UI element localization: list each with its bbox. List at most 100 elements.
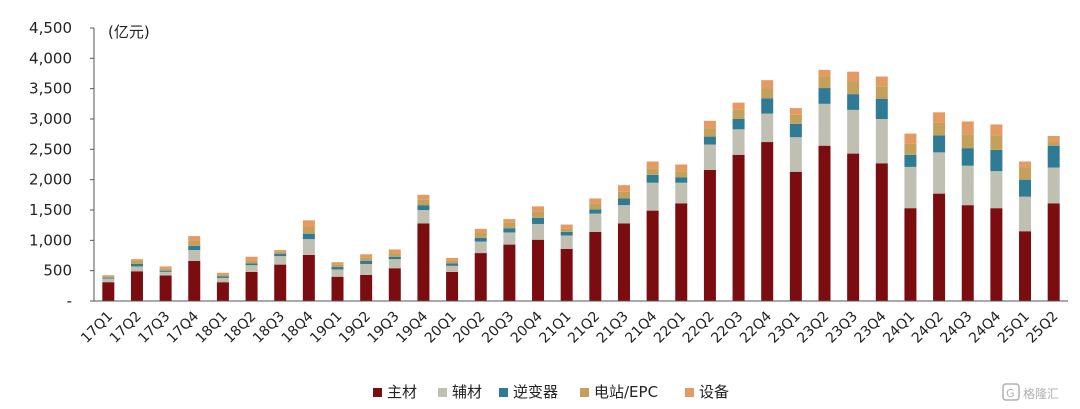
bar-segment-1 <box>646 210 659 301</box>
glh-logo-icon <box>1002 383 1020 401</box>
bar-segment-3 <box>933 135 946 153</box>
bar-segment-3 <box>675 177 688 183</box>
bar-segment-3 <box>589 209 602 214</box>
bar-segment-4 <box>302 226 315 234</box>
bar-segment-5 <box>360 254 373 258</box>
bar-segment-1 <box>216 282 229 301</box>
bar-segment-5 <box>1047 135 1060 142</box>
bar-segment-4 <box>245 260 258 264</box>
bar-segment-5 <box>446 257 459 261</box>
bar-segment-2 <box>761 113 774 143</box>
bar-segment-3 <box>360 260 373 264</box>
bar-segment-5 <box>159 266 172 269</box>
bar-segment-2 <box>532 223 545 240</box>
bar-segment-3 <box>130 263 143 267</box>
y-tick-label: 2,000 <box>29 171 72 189</box>
x-tick-label: 20Q1 <box>422 309 460 347</box>
bar-segment-3 <box>875 98 888 119</box>
x-tick-label: 22Q4 <box>737 308 775 346</box>
bar-segment-2 <box>875 119 888 164</box>
bar-segment-2 <box>331 269 344 277</box>
bar-segment-5 <box>589 198 602 204</box>
y-tick-label: 3,000 <box>29 110 72 128</box>
bar-segment-3 <box>617 198 630 206</box>
x-tick-label: 18Q1 <box>193 309 231 347</box>
bar-segment-4 <box>274 251 287 254</box>
bar-segment-3 <box>388 256 401 260</box>
bar-segment-4 <box>560 228 573 232</box>
legend-swatch <box>685 388 694 397</box>
bar-segment-2 <box>302 239 315 255</box>
legend-label: 电站/EPC <box>594 383 658 401</box>
bar-segment-5 <box>646 161 659 169</box>
bar-segment-3 <box>560 231 573 236</box>
bar-segment-4 <box>761 88 774 99</box>
legend-label: 逆变器 <box>513 383 558 401</box>
bar-segment-2 <box>245 265 258 272</box>
bar-segment-2 <box>990 171 1003 209</box>
bar-segment-1 <box>274 264 287 301</box>
legend-swatch <box>499 388 508 397</box>
x-tick-label: 18Q3 <box>250 309 288 347</box>
bar-segment-1 <box>761 142 774 301</box>
x-tick-label: 17Q2 <box>107 309 145 347</box>
glh-logo-icon-glyph: G <box>1006 387 1015 400</box>
bar-segment-1 <box>961 205 974 301</box>
bar-segment-1 <box>159 275 172 301</box>
bar-segment-5 <box>818 69 831 77</box>
bar-segment-3 <box>732 119 745 130</box>
bar-segment-1 <box>789 171 802 301</box>
bar-segment-5 <box>990 124 1003 136</box>
bar-segment-4 <box>646 168 659 175</box>
bar-segment-4 <box>933 122 946 136</box>
bar-segment-5 <box>130 259 143 261</box>
bar-segment-3 <box>417 205 430 210</box>
bar-segment-4 <box>360 257 373 261</box>
bar-segment-1 <box>130 271 143 301</box>
x-tick-label: 21Q1 <box>537 309 575 347</box>
bar-segment-1 <box>904 208 917 301</box>
bar-segment-5 <box>188 236 201 241</box>
bar-segment-5 <box>503 219 516 223</box>
x-tick-label: 17Q3 <box>135 309 173 347</box>
bar-segment-4 <box>417 199 430 206</box>
bar-segment-1 <box>360 274 373 301</box>
bar-segment-2 <box>360 263 373 275</box>
bar-segment-4 <box>961 134 974 149</box>
bar-segment-5 <box>302 220 315 227</box>
bar-segment-5 <box>933 112 946 123</box>
x-tick-label: 23Q2 <box>794 309 832 347</box>
bar-segment-2 <box>274 256 287 265</box>
bar-segment-2 <box>102 278 115 283</box>
legend-label: 设备 <box>699 383 729 401</box>
bar-segment-3 <box>274 253 287 257</box>
bar-segment-3 <box>331 267 344 270</box>
watermark-text: 格隆汇 <box>1023 386 1059 401</box>
bar-segment-3 <box>761 98 774 114</box>
y-tick-label: 4,000 <box>29 49 72 67</box>
bar-segment-2 <box>646 182 659 211</box>
bar-segment-5 <box>789 108 802 115</box>
bar-segment-1 <box>675 203 688 301</box>
bar-segment-1 <box>990 208 1003 301</box>
bar-segment-5 <box>474 228 487 233</box>
bar-segment-3 <box>904 154 917 167</box>
x-tick-label: 20Q4 <box>508 308 546 346</box>
bar-segment-2 <box>703 144 716 170</box>
x-tick-label: 19Q4 <box>393 308 431 346</box>
bar-segment-5 <box>274 250 287 252</box>
y-tick-label: 3,500 <box>29 80 72 98</box>
y-tick-label: 500 <box>43 262 72 280</box>
bar-segment-5 <box>703 120 716 129</box>
bar-segment-1 <box>732 154 745 301</box>
bar-segment-3 <box>159 270 172 272</box>
bar-segment-5 <box>617 185 630 192</box>
bar-segment-2 <box>560 235 573 249</box>
bar-segment-2 <box>732 129 745 155</box>
bar-segment-3 <box>216 276 229 278</box>
bar-segment-1 <box>302 254 315 301</box>
bar-segment-2 <box>474 241 487 254</box>
bar-segment-1 <box>560 248 573 301</box>
bar-segment-4 <box>703 128 716 137</box>
